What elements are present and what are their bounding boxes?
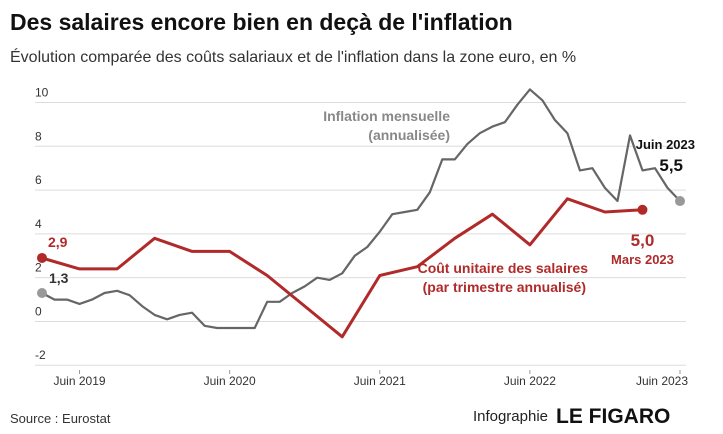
series-label: Inflation mensuelle (323, 108, 450, 124)
y-tick-label: 6 (35, 173, 42, 187)
end-point (37, 252, 47, 263)
series-line (41, 88, 681, 330)
value-label: 5,0 (631, 231, 655, 250)
value-label: 5,5 (659, 156, 683, 175)
chart-subtitle: Évolution comparée des coûts salariaux e… (10, 47, 576, 66)
y-tick-label: 0 (35, 304, 42, 318)
credit: Infographie (473, 408, 548, 425)
series-note: (annualisée) (368, 127, 450, 143)
chart-title: Des salaires encore bien en deçà de l'in… (10, 9, 513, 35)
value-label: 2,9 (48, 234, 68, 250)
y-tick-label: 8 (35, 129, 42, 143)
end-label: Juin 2023 (636, 137, 695, 152)
y-tick-label: -2 (35, 348, 46, 362)
x-tick-label: Juin 2020 (204, 374, 256, 388)
end-label: Mars 2023 (611, 252, 674, 267)
series-line (41, 197, 643, 339)
value-label: 1,3 (49, 270, 69, 286)
series-label: Coût unitaire des salaires (418, 260, 589, 276)
end-point (37, 287, 47, 298)
y-tick-label: 10 (35, 86, 49, 100)
source: Source : Eurostat (10, 411, 111, 426)
y-tick-label: 4 (35, 217, 42, 231)
x-tick-label: Juin 2019 (54, 374, 106, 388)
logo: LE FIGARO (556, 405, 670, 428)
x-tick-label: Juin 2021 (354, 374, 406, 388)
end-point (675, 196, 685, 207)
x-tick-label: Juin 2023 (636, 374, 688, 388)
x-tick-label: Juin 2022 (504, 374, 556, 388)
end-point (637, 204, 648, 215)
y-tick-label: 2 (35, 261, 42, 275)
series-note: (par trimestre annualisé) (423, 279, 586, 295)
